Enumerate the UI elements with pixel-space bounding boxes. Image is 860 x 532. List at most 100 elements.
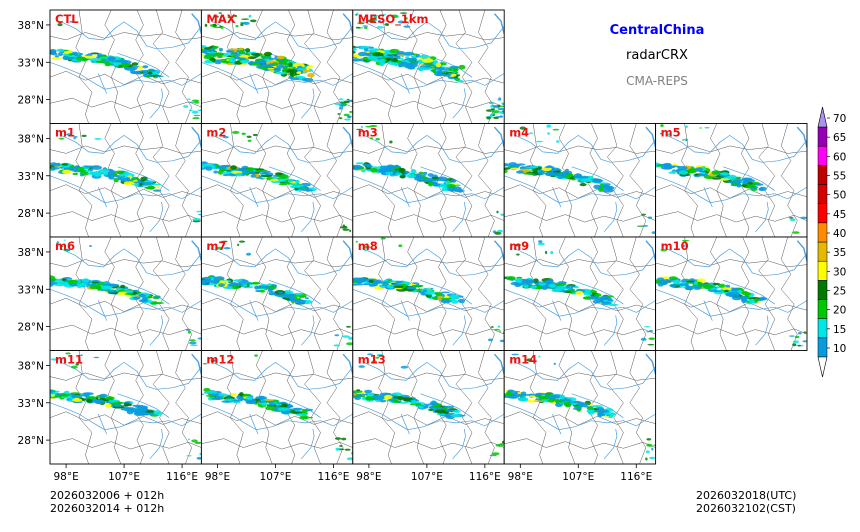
echo-cell <box>418 171 424 175</box>
echo-cell <box>285 298 290 301</box>
panel-label: m11 <box>55 353 83 367</box>
colorbar-label: 40 <box>833 228 846 240</box>
echo-cell <box>516 253 520 256</box>
echo-cell <box>379 399 387 403</box>
echo-cell <box>645 457 648 461</box>
x-tick-label: 116°E <box>166 471 198 483</box>
river-line <box>149 201 164 233</box>
echo-cell <box>112 404 123 407</box>
echo-cell <box>203 54 215 59</box>
province-border <box>529 123 547 237</box>
echo-cell <box>457 188 463 193</box>
echo-cell <box>555 285 567 291</box>
echo-cell <box>186 455 192 457</box>
echo-cell <box>598 187 604 192</box>
echo-cell <box>358 393 368 396</box>
echo-cell <box>365 393 375 397</box>
panel-label: MESO_1km <box>358 12 429 27</box>
echo-cell <box>201 164 208 167</box>
map-panel: MAX <box>200 9 354 124</box>
echo-cell <box>145 410 155 413</box>
echo-cell <box>594 293 602 297</box>
echo-cell <box>270 178 279 182</box>
echo-cell <box>516 170 524 174</box>
echo-cell <box>393 399 398 403</box>
river-line <box>552 413 562 435</box>
echo-cell <box>598 182 610 185</box>
echo-cell <box>50 394 55 397</box>
echo-cell <box>232 282 244 287</box>
echo-cell <box>370 168 378 173</box>
echo-cell <box>498 444 501 446</box>
echo-cell <box>339 226 348 229</box>
coastline <box>493 13 505 35</box>
echo-cell <box>457 80 464 83</box>
map-panel: m10 <box>655 236 808 351</box>
colorbar-box <box>817 126 828 147</box>
echo-cell <box>369 124 378 128</box>
river-line <box>513 134 656 163</box>
echo-cell <box>586 406 594 410</box>
river-line <box>400 186 410 208</box>
echo-cell <box>131 404 144 407</box>
echo-cell <box>219 168 227 172</box>
panel-label: m3 <box>358 126 378 140</box>
echo-cell <box>497 107 505 111</box>
echo-cell <box>98 169 110 174</box>
echo-cell <box>498 97 502 100</box>
echo-cell <box>276 55 285 60</box>
echo-cell <box>339 117 343 120</box>
echo-cell <box>568 288 575 291</box>
echo-cell <box>50 49 57 54</box>
echo-cell <box>447 187 458 192</box>
echo-cell <box>250 174 256 178</box>
echo-cell <box>211 397 223 400</box>
river-line <box>268 279 321 305</box>
echo-cell <box>138 65 143 70</box>
colorbar-box <box>817 222 828 243</box>
map-panel: m12 98°E 107°E 116°E <box>200 350 354 483</box>
echo-cell <box>354 283 364 286</box>
river-line <box>97 413 108 435</box>
echo-cell <box>66 133 72 136</box>
echo-cell <box>355 162 364 165</box>
echo-cell <box>220 26 224 29</box>
echo-cell <box>648 330 653 332</box>
echo-cell <box>607 303 619 306</box>
echo-cell <box>276 64 286 69</box>
echo-cell <box>382 13 387 16</box>
echo-cell <box>218 12 222 14</box>
panel-label: m10 <box>661 239 689 253</box>
echo-cell <box>422 63 431 65</box>
x-tick-label: 116°E <box>620 471 652 483</box>
colorbar-label: 35 <box>833 247 846 259</box>
echo-cell <box>268 400 276 403</box>
echo-cell <box>499 115 503 118</box>
echo-cell <box>278 182 287 186</box>
echo-cell <box>259 395 265 400</box>
province-border <box>201 259 353 268</box>
echo-cell <box>792 340 800 344</box>
echo-cell <box>591 405 604 408</box>
echo-cell <box>742 291 752 296</box>
echo-cell <box>404 17 408 20</box>
echo-cell <box>712 282 721 286</box>
echo-cell <box>66 279 79 284</box>
echo-cell <box>245 167 255 171</box>
river-line <box>268 393 321 418</box>
echo-cell <box>54 55 60 58</box>
echo-cell <box>424 291 436 295</box>
province-border <box>50 97 202 109</box>
echo-cell <box>500 112 505 115</box>
coastline <box>645 240 656 262</box>
echo-cell <box>108 283 120 287</box>
echo-cell <box>57 23 63 27</box>
echo-cell <box>554 282 567 287</box>
echo-cell <box>501 440 505 444</box>
echo-cell <box>657 282 664 287</box>
echo-cell <box>278 174 289 179</box>
echo-cell <box>75 56 87 61</box>
echo-cell <box>511 353 519 356</box>
province-border <box>629 237 647 351</box>
echo-cell <box>579 175 589 179</box>
